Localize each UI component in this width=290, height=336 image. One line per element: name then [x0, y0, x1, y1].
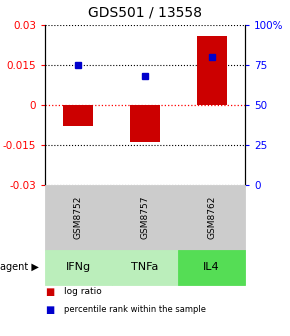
Text: GSM8762: GSM8762	[207, 196, 216, 239]
Text: TNFa: TNFa	[131, 262, 159, 272]
Text: GSM8752: GSM8752	[74, 196, 83, 239]
Text: IL4: IL4	[203, 262, 220, 272]
Text: IFNg: IFNg	[66, 262, 91, 272]
Text: agent ▶: agent ▶	[0, 262, 39, 272]
Text: GSM8757: GSM8757	[140, 196, 150, 239]
Bar	[197, 36, 227, 105]
Text: percentile rank within the sample: percentile rank within the sample	[64, 305, 206, 314]
Text: GDS501 / 13558: GDS501 / 13558	[88, 5, 202, 19]
Bar	[130, 105, 160, 142]
Bar	[63, 105, 93, 126]
Text: ■: ■	[45, 305, 54, 315]
Text: ■: ■	[45, 287, 54, 297]
Text: log ratio: log ratio	[64, 288, 102, 296]
